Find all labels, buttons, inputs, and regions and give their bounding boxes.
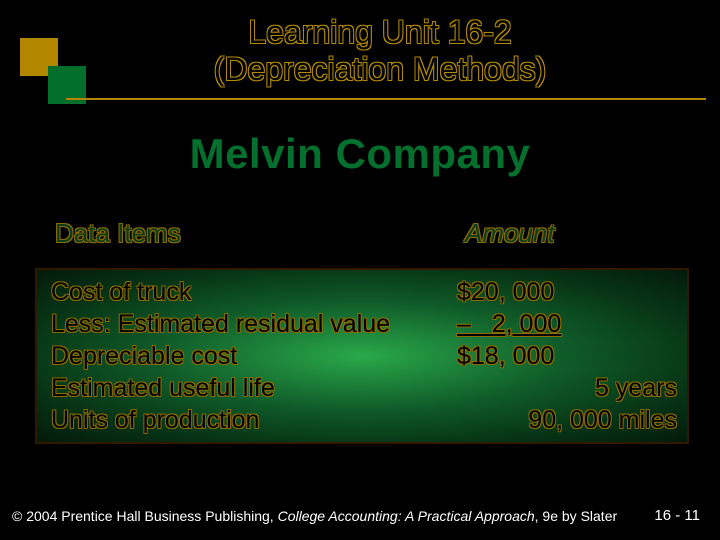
label-depr: Depreciable cost [51,340,390,372]
footer-edition: , 9e by Slater [535,508,618,524]
slide-title: Learning Unit 16-2 (Depreciation Methods… [120,14,640,88]
data-amounts-column: $20, 000 – 2, 000 $18, 000 5 years 90, 0… [457,276,677,436]
data-labels-column: Cost of truck Less: Estimated residual v… [51,276,390,436]
data-box: Cost of truck Less: Estimated residual v… [35,268,689,444]
footer-copyright: © 2004 Prentice Hall Business Publishing… [12,508,278,524]
label-less: Less: Estimated residual value [51,308,390,340]
label-cost: Cost of truck [51,276,390,308]
label-units: Units of production [51,404,390,436]
company-subtitle: Melvin Company [0,130,720,178]
amount-less: – 2, 000 [457,308,677,340]
amount-life: 5 years [457,372,677,404]
label-life: Estimated useful life [51,372,390,404]
title-line2: (Depreciation Methods) [120,51,640,88]
title-underline [66,98,706,100]
amount-depr: $18, 000 [457,340,677,372]
page-number: 16 - 11 [654,507,700,524]
title-line1: Learning Unit 16-2 [120,14,640,51]
header-data-items: Data Items [55,218,181,249]
amount-units: 90, 000 miles [457,404,677,436]
slide: Learning Unit 16-2 (Depreciation Methods… [0,0,720,540]
header-amount: Amount [465,218,555,249]
footer: © 2004 Prentice Hall Business Publishing… [12,508,617,524]
amount-cost: $20, 000 [457,276,677,308]
footer-book: College Accounting: A Practical Approach [278,508,535,524]
